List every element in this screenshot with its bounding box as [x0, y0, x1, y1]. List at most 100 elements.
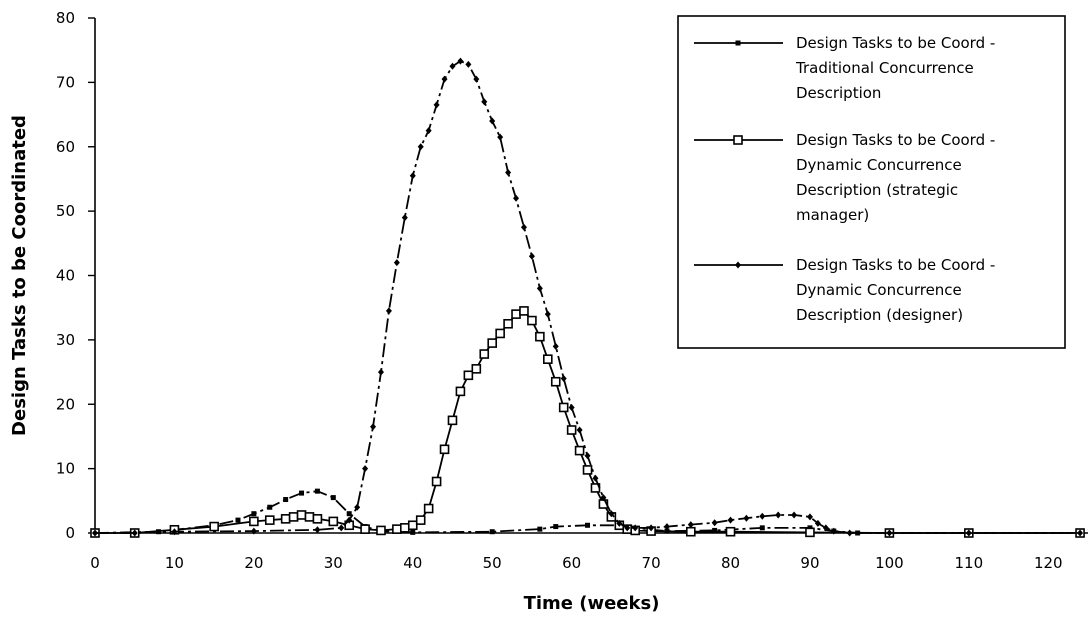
- data-point: [401, 214, 408, 222]
- x-tick-label: 30: [324, 554, 343, 572]
- data-point: [407, 520, 418, 531]
- data-point: [425, 127, 432, 135]
- data-point: [846, 529, 853, 537]
- data-point: [346, 511, 352, 517]
- data-point: [346, 516, 353, 524]
- data-point: [497, 133, 504, 141]
- data-point: [415, 515, 426, 525]
- data-point: [449, 62, 456, 70]
- x-tick-label: 90: [800, 554, 819, 572]
- x-tick-label: 100: [875, 554, 904, 572]
- data-point: [791, 511, 798, 519]
- data-point: [479, 349, 490, 359]
- data-point: [822, 524, 829, 532]
- y-tick-label: 70: [56, 73, 75, 91]
- x-tick-label: 60: [562, 554, 581, 572]
- data-point: [314, 526, 321, 534]
- data-point: [814, 519, 821, 527]
- data-point: [520, 223, 527, 231]
- legend-item-1: Design Tasks to be Coord - Traditional Co…: [694, 34, 995, 102]
- data-point: [131, 529, 138, 537]
- data-point: [487, 338, 498, 348]
- legend-label: Design Tasks to be Coord -: [796, 131, 995, 149]
- data-point: [264, 515, 275, 525]
- data-point: [377, 368, 384, 376]
- legend-marker: [735, 261, 741, 269]
- data-point: [519, 306, 529, 316]
- legend-label: Design Tasks to be Coord -: [796, 34, 995, 52]
- legend-label: Description: [796, 84, 881, 102]
- data-point: [537, 526, 543, 532]
- data-point: [481, 98, 488, 106]
- data-point: [312, 514, 323, 524]
- x-tick-label: 120: [1034, 554, 1063, 572]
- data-point: [830, 527, 837, 535]
- data-point: [92, 529, 98, 537]
- series-line: [94, 490, 1081, 534]
- data-point: [725, 526, 736, 537]
- data-point: [552, 342, 559, 350]
- data-point: [362, 465, 369, 473]
- legend-label: manager): [796, 206, 869, 224]
- data-point: [592, 474, 599, 482]
- data-point: [423, 503, 434, 514]
- x-tick-label: 0: [90, 554, 100, 572]
- data-point: [584, 452, 591, 460]
- data-point: [299, 490, 305, 496]
- data-point: [249, 516, 259, 527]
- data-point: [328, 516, 339, 527]
- data-point: [489, 529, 495, 535]
- data-point: [965, 529, 972, 537]
- legend-label: Dynamic Concurrence: [796, 156, 962, 174]
- data-point: [600, 494, 607, 502]
- legend-label: Design Tasks to be Coord -: [796, 256, 995, 274]
- data-point: [495, 328, 505, 339]
- data-point: [447, 415, 458, 426]
- data-point: [314, 488, 320, 494]
- data-point: [527, 315, 537, 326]
- data-point: [393, 259, 400, 267]
- data-point: [513, 194, 520, 202]
- data-point: [370, 423, 377, 431]
- legend-item-2: Design Tasks to be Coord - Dynamic Concur…: [694, 131, 995, 224]
- data-point: [288, 512, 299, 522]
- legend: Design Tasks to be Coord - Traditional Co…: [677, 15, 1066, 349]
- data-point: [711, 519, 718, 527]
- data-point: [463, 370, 474, 381]
- data-point: [431, 476, 442, 487]
- x-tick-label: 70: [642, 554, 661, 572]
- data-point: [543, 354, 553, 364]
- data-point: [473, 75, 480, 83]
- data-point: [727, 516, 734, 524]
- data-point: [280, 514, 291, 524]
- data-point: [330, 495, 336, 501]
- data-point: [582, 465, 593, 475]
- series-1: [92, 488, 1083, 536]
- data-point: [624, 524, 631, 532]
- data-point: [338, 524, 345, 532]
- data-point: [209, 521, 219, 532]
- data-point: [441, 75, 448, 83]
- data-point: [376, 525, 386, 536]
- data-point: [759, 512, 766, 520]
- data-point: [410, 529, 416, 535]
- data-point: [465, 60, 472, 68]
- data-point: [632, 524, 639, 532]
- y-tick-label: 10: [56, 460, 75, 478]
- data-point: [400, 523, 410, 533]
- data-point: [775, 511, 782, 519]
- data-point: [585, 522, 591, 528]
- data-point: [616, 519, 623, 527]
- x-tick-label: 50: [483, 554, 502, 572]
- y-tick-label: 80: [56, 9, 75, 27]
- series-2: [90, 306, 1085, 538]
- data-point: [511, 309, 521, 319]
- data-point: [806, 513, 813, 521]
- legend-label: Description (strategic: [796, 181, 958, 199]
- data-point: [409, 172, 416, 180]
- data-point: [535, 331, 545, 342]
- data-point: [759, 525, 765, 531]
- data-point: [550, 376, 561, 387]
- data-point: [439, 444, 450, 455]
